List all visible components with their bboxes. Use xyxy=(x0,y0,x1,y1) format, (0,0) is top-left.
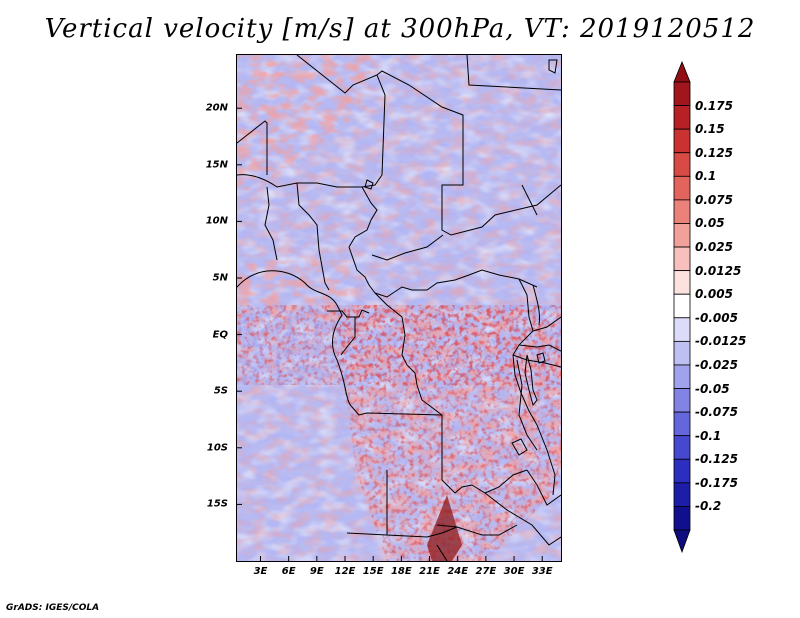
longitude-ticks xyxy=(259,556,543,561)
colorbar-segment xyxy=(673,81,691,106)
colorbar-segment xyxy=(673,105,691,130)
chart-title: Vertical velocity [m/s] at 300hPa, VT: 2… xyxy=(44,14,756,44)
lat-label: 15S xyxy=(206,498,228,510)
lon-label: 3E xyxy=(253,566,268,577)
lon-label: 33E xyxy=(531,566,553,577)
colorbar-label: -0.125 xyxy=(695,452,738,467)
colorbar-segment xyxy=(673,199,691,224)
lat-label: 5N xyxy=(212,272,228,284)
latitude-ticks xyxy=(237,107,242,505)
grads-credit: GrADS: IGES/COLA xyxy=(6,603,100,613)
colorbar-segment xyxy=(673,411,691,437)
lon-label: 21E xyxy=(419,566,440,577)
lat-label: 5S xyxy=(213,385,228,397)
colorbar-segment xyxy=(673,175,691,201)
lat-label: EQ xyxy=(212,329,228,341)
lat-label: 15N xyxy=(205,159,228,171)
colorbar xyxy=(673,60,691,554)
lon-label: 24E xyxy=(447,566,469,577)
colorbar-label: 0.15 xyxy=(695,122,725,137)
colorbar-segment xyxy=(673,435,691,460)
colorbar-label: 0.125 xyxy=(695,145,733,160)
country-borders xyxy=(237,55,561,561)
colorbar-label: 0.1 xyxy=(695,169,717,184)
lon-label: 15E xyxy=(362,566,384,577)
colorbar-label: 0.075 xyxy=(695,192,733,207)
colorbar-top-arrow xyxy=(673,60,691,83)
colorbar-segment xyxy=(673,128,691,154)
lakes xyxy=(364,59,558,456)
map-panel xyxy=(236,54,562,562)
colorbar-label: -0.0125 xyxy=(695,334,747,349)
velocity-map xyxy=(237,55,561,561)
colorbar-bottom-arrow xyxy=(673,529,691,554)
colorbar-segment xyxy=(673,458,691,484)
colorbar-segment xyxy=(673,482,691,507)
lon-label: 6E xyxy=(281,566,296,577)
lon-label: 9E xyxy=(309,566,324,577)
lat-label: 10N xyxy=(205,215,228,227)
colorbar-segment xyxy=(673,317,691,342)
colorbar-label: 0.0125 xyxy=(695,263,742,278)
lon-label: 18E xyxy=(390,566,412,577)
colorbar-label: -0.005 xyxy=(695,310,738,325)
colorbar-segment xyxy=(673,340,691,366)
lon-label: 30E xyxy=(503,566,525,577)
colorbar-segment xyxy=(673,506,691,531)
colorbar-label: -0.1 xyxy=(695,428,722,443)
colorbar-label: 0.025 xyxy=(695,240,733,255)
colorbar-segment xyxy=(673,270,691,295)
colorbar-label: 0.005 xyxy=(695,287,733,302)
colorbar-label: 0.05 xyxy=(695,216,725,231)
lat-label: 20N xyxy=(205,102,228,114)
colorbar-label: -0.2 xyxy=(695,499,722,514)
dark-red-core xyxy=(427,495,462,561)
colorbar-segment xyxy=(673,152,691,177)
lat-label: 10S xyxy=(206,442,228,454)
lon-label: 12E xyxy=(334,566,356,577)
colorbar-segment xyxy=(673,293,691,319)
colorbar-label: -0.05 xyxy=(695,381,730,396)
colorbar-label: 0.175 xyxy=(695,98,733,113)
colorbar-segment xyxy=(673,388,691,413)
colorbar-label: -0.025 xyxy=(695,357,738,372)
colorbar-label: -0.175 xyxy=(695,475,738,490)
lon-label: 27E xyxy=(475,566,497,577)
colorbar-label: -0.075 xyxy=(695,405,738,420)
colorbar-segment xyxy=(673,364,691,389)
colorbar-segment xyxy=(673,223,691,248)
colorbar-segment xyxy=(673,246,691,272)
